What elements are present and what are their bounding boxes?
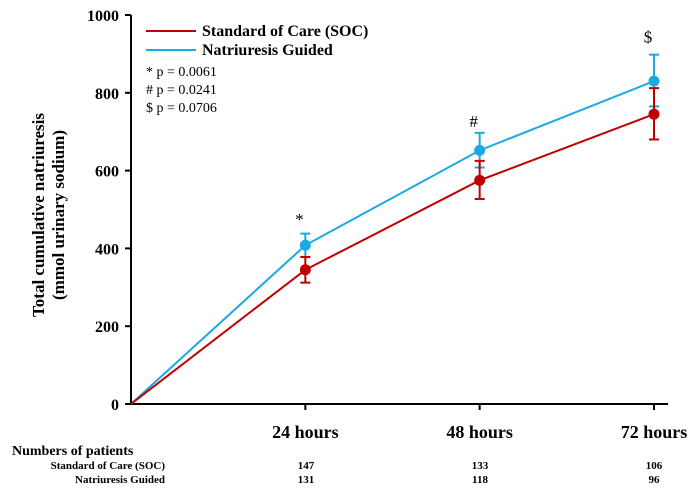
p-value-list: * p = 0.0061 # p = 0.0241 $ p = 0.0706 bbox=[146, 65, 217, 116]
x-tick-label: 24 hours bbox=[272, 422, 339, 442]
patients-soc-24h: 147 bbox=[298, 460, 315, 472]
y-tick-label: 1000 bbox=[87, 8, 119, 25]
patients-soc-48h: 133 bbox=[472, 460, 489, 472]
data-point-soc bbox=[299, 264, 311, 276]
p-value-1: * p = 0.0061 bbox=[146, 65, 217, 80]
data-point-guided bbox=[474, 144, 486, 156]
p-value-2: # p = 0.0241 bbox=[146, 83, 217, 98]
patients-guided-48h: 118 bbox=[472, 474, 488, 486]
patients-table: Numbers of patients Standard of Care (SO… bbox=[12, 444, 663, 486]
significance-annotations: * # $ bbox=[295, 27, 652, 229]
legend: Standard of Care (SOC) Natriuresis Guide… bbox=[146, 23, 368, 59]
y-tick-label: 0 bbox=[111, 397, 119, 414]
y-ticks: 0 200 400 600 800 1000 bbox=[87, 8, 131, 414]
data-point-guided bbox=[299, 239, 311, 251]
significance-symbol: $ bbox=[644, 27, 653, 46]
data-series bbox=[130, 53, 660, 405]
patients-row-label-soc: Standard of Care (SOC) bbox=[51, 460, 166, 472]
significance-symbol: # bbox=[469, 112, 478, 131]
x-ticks: 24 hours 48 hours 72 hours bbox=[272, 404, 687, 442]
series-line-soc bbox=[130, 113, 655, 405]
data-point-soc bbox=[474, 174, 486, 186]
y-tick-label: 400 bbox=[95, 241, 119, 258]
y-tick-label: 600 bbox=[95, 164, 119, 181]
data-point-soc bbox=[648, 108, 660, 120]
patients-guided-24h: 131 bbox=[298, 474, 315, 486]
data-point-guided bbox=[648, 75, 660, 87]
significance-symbol: * bbox=[295, 210, 304, 229]
x-tick-label: 72 hours bbox=[621, 422, 688, 442]
y-tick-label: 200 bbox=[95, 319, 119, 336]
y-tick-label: 800 bbox=[95, 86, 119, 103]
y-axis-title-line2: (mmol urinary sodium) bbox=[49, 130, 68, 300]
series-line-guided bbox=[130, 80, 655, 405]
patients-soc-72h: 106 bbox=[646, 460, 663, 472]
legend-label-guided: Natriuresis Guided bbox=[202, 42, 333, 59]
legend-label-soc: Standard of Care (SOC) bbox=[202, 23, 368, 40]
p-value-3: $ p = 0.0706 bbox=[146, 101, 217, 116]
patients-row-label-guided: Natriuresis Guided bbox=[75, 474, 165, 486]
y-axis-title-line1: Total cumulative natriuresis bbox=[29, 113, 48, 317]
patients-guided-72h: 96 bbox=[649, 474, 661, 486]
patients-table-title: Numbers of patients bbox=[12, 444, 134, 459]
x-tick-label: 48 hours bbox=[446, 422, 513, 442]
